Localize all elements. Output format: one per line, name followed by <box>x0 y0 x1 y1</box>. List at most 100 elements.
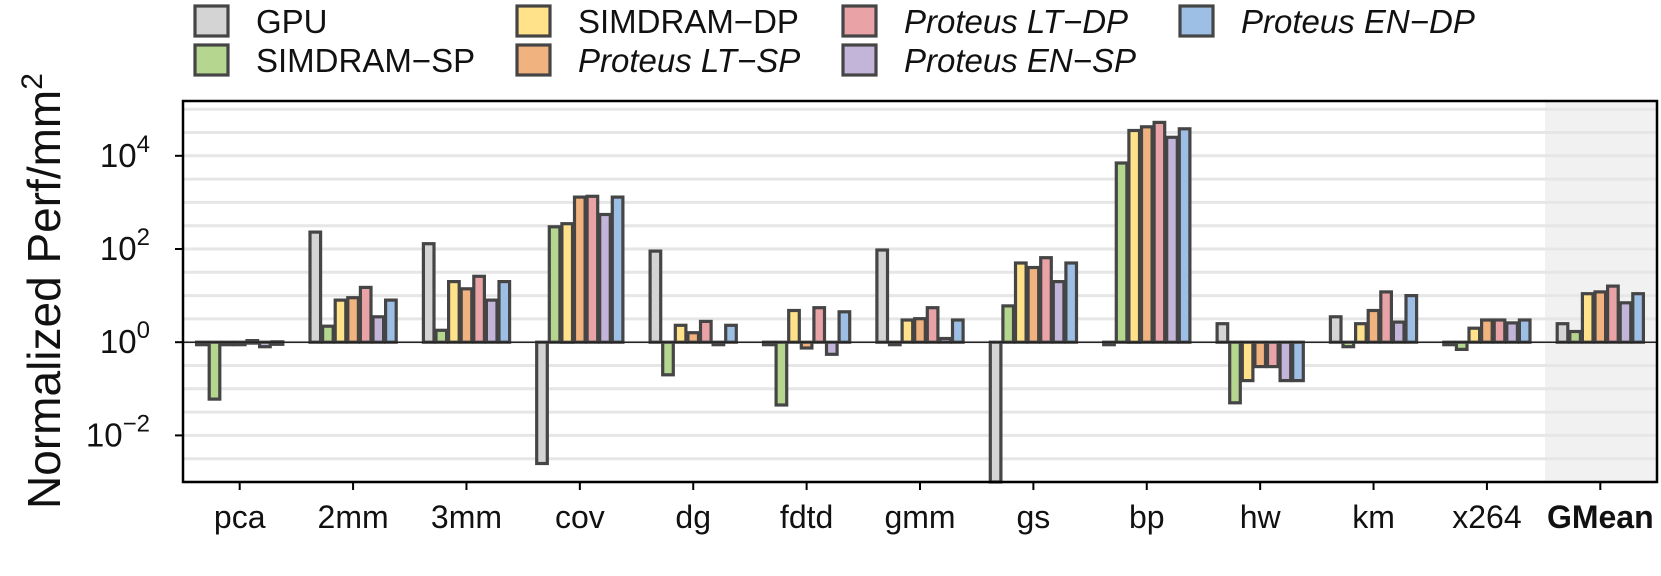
grid-lines <box>183 107 1657 484</box>
y-tick-label: 10−2 <box>86 410 150 453</box>
bar-hw-simdram-sp <box>1228 340 1242 405</box>
bar-3mm-proteus-lt-dp <box>472 274 486 344</box>
bar-gmean-proteus-lt-dp <box>1605 284 1620 344</box>
bar-x264-proteus-lt-dp <box>1492 318 1507 344</box>
legend-label-simdram-sp: SIMDRAM−SP <box>256 42 475 79</box>
bar-3mm-proteus-en-dp <box>497 280 512 344</box>
bar-km-proteus-lt-dp <box>1379 290 1394 344</box>
bar-gs-simdram-sp <box>1001 304 1016 344</box>
bar-gs-simdram-dp <box>1013 261 1028 344</box>
bar-gmean-simdram-dp <box>1580 292 1595 344</box>
bar-x264-proteus-en-dp <box>1517 318 1532 344</box>
bar-hw-proteus-lt-sp <box>1253 340 1268 369</box>
bar-gs-proteus-en-dp <box>1064 261 1079 344</box>
plot-frame <box>181 99 1659 484</box>
x-tick-label-gs: gs <box>1016 499 1050 535</box>
bar-fdtd-proteus-lt-sp <box>799 340 814 350</box>
bar-x264-simdram-dp <box>1467 326 1482 344</box>
legend-swatch-gpu <box>193 4 230 38</box>
x-tick-label-2mm: 2mm <box>318 499 389 535</box>
x-tick-label-bp: bp <box>1129 499 1165 535</box>
bar-km-simdram-dp <box>1353 322 1368 344</box>
bar-km-proteus-en-dp <box>1404 294 1419 344</box>
legend-swatch-proteus-en-sp <box>841 43 878 77</box>
legend-swatch-proteus-en-dp <box>1178 4 1215 38</box>
bar-fdtd-proteus-en-dp <box>837 310 852 344</box>
bar-bp-simdram-sp <box>1114 161 1129 344</box>
bar-bp-simdram-dp <box>1127 128 1142 344</box>
bar-cov-proteus-en-sp <box>598 212 612 344</box>
y-tick-label: 100 <box>100 317 150 360</box>
bar-2mm-proteus-lt-sp <box>346 296 360 344</box>
bar-3mm-simdram-sp <box>434 328 449 344</box>
bar-fdtd-simdram-sp <box>774 340 789 407</box>
x-tick-label-x264: x264 <box>1452 499 1521 535</box>
bar-fdtd-simdram-dp <box>787 308 801 344</box>
bar-km-proteus-lt-sp <box>1366 308 1381 344</box>
bar-dg-proteus-lt-dp <box>698 319 713 344</box>
bar-cov-simdram-sp <box>547 225 562 344</box>
bar-x264-proteus-lt-sp <box>1479 318 1494 344</box>
bar-gmean-simdram-sp <box>1568 329 1583 344</box>
bar-2mm-proteus-lt-dp <box>358 285 373 344</box>
legend-label-gpu: GPU <box>256 3 328 40</box>
legend-label-proteus-en-sp: Proteus EN−SP <box>904 42 1136 79</box>
bar-hw-proteus-en-sp <box>1278 340 1293 383</box>
bar-2mm-gpu <box>308 230 323 344</box>
legend-swatch-simdram-dp <box>515 4 552 38</box>
legend-swatch-simdram-sp <box>193 43 230 77</box>
bar-gs-proteus-lt-sp <box>1026 265 1041 344</box>
y-tick-label: 104 <box>100 131 150 174</box>
y-axis-title-superscript: 2 <box>16 73 49 90</box>
bar-gmean-gpu <box>1555 322 1570 344</box>
x-tick-label-pca: pca <box>214 499 266 535</box>
x-tick-label-cov: cov <box>555 499 605 535</box>
legend-label-simdram-dp: SIMDRAM−DP <box>578 3 799 40</box>
bar-2mm-simdram-sp <box>321 324 335 344</box>
bar-gmean-proteus-en-dp <box>1631 292 1646 344</box>
bar-fdtd-proteus-lt-dp <box>812 306 827 344</box>
bar-gmean-proteus-lt-sp <box>1593 290 1608 344</box>
y-tick-label: 102 <box>100 224 150 267</box>
bar-dg-simdram-sp <box>661 340 675 377</box>
x-tick-label-hw: hw <box>1240 499 1282 535</box>
legend-swatch-proteus-lt-sp <box>515 43 552 77</box>
bar-gs-proteus-lt-dp <box>1039 256 1053 344</box>
bar-cov-proteus-en-dp <box>610 195 625 344</box>
bar-cov-simdram-dp <box>560 222 575 344</box>
bar-gs-proteus-en-sp <box>1051 280 1066 344</box>
bar-gmm-proteus-lt-sp <box>913 317 927 344</box>
bar-dg-proteus-en-dp <box>724 323 738 344</box>
legend-label-proteus-en-dp: Proteus EN−DP <box>1241 3 1475 40</box>
bar-bp-proteus-lt-dp <box>1152 120 1167 344</box>
bar-2mm-proteus-en-sp <box>371 315 386 344</box>
bar-gs-gpu <box>988 340 1003 484</box>
bar-cov-gpu <box>535 340 549 466</box>
bar-x264-simdram-sp <box>1454 340 1469 352</box>
y-axis: 10−2 100 102 104 <box>86 131 183 453</box>
bar-hw-proteus-lt-dp <box>1265 340 1280 369</box>
bar-hw-simdram-dp <box>1240 340 1255 383</box>
bar-2mm-simdram-dp <box>333 298 348 344</box>
x-tick-label-fdtd: fdtd <box>780 499 833 535</box>
bar-dg-proteus-lt-sp <box>686 331 701 344</box>
bar-gmm-gpu <box>875 248 890 344</box>
x-axis: pca 2mm 3mm cov dg fdtd gmm gs bp hw km x264 GMean <box>214 482 1654 535</box>
bar-km-gpu <box>1328 315 1343 344</box>
bars <box>195 120 1646 484</box>
bar-cov-proteus-lt-sp <box>572 195 587 344</box>
x-tick-label-dg: dg <box>675 499 711 535</box>
bar-bp-proteus-en-dp <box>1177 127 1192 344</box>
bar-gmm-proteus-lt-dp <box>925 306 940 344</box>
x-tick-label-3mm: 3mm <box>431 499 502 535</box>
bar-dg-gpu <box>648 249 663 344</box>
bar-gmean-proteus-en-sp <box>1618 301 1633 344</box>
legend-label-proteus-lt-dp: Proteus LT−DP <box>904 3 1128 40</box>
x-tick-label-gmm: gmm <box>884 499 955 535</box>
legend-label-proteus-lt-sp: Proteus LT−SP <box>578 42 800 79</box>
bar-gmm-simdram-dp <box>900 318 915 344</box>
bar-2mm-proteus-en-dp <box>384 298 398 344</box>
